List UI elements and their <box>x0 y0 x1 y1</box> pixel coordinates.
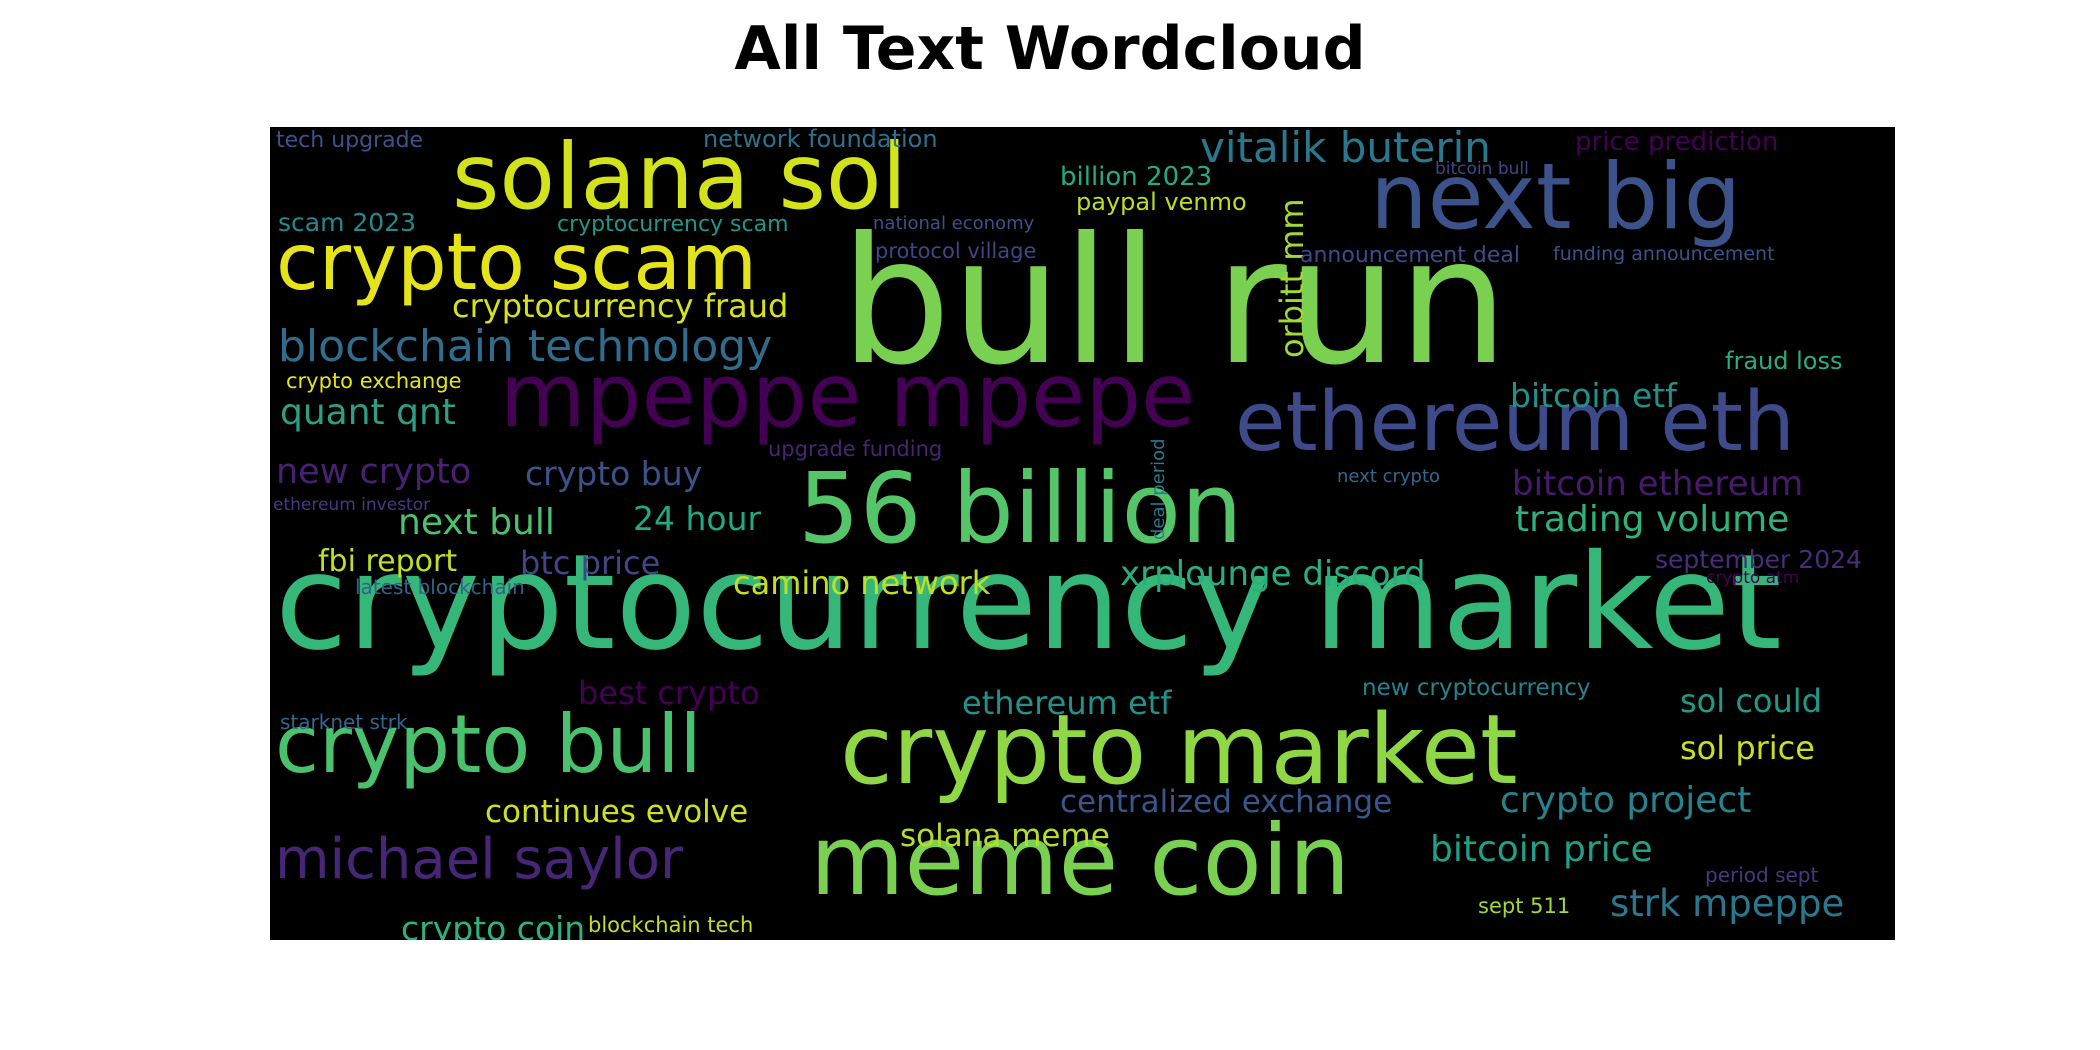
wordcloud-word: protocol village <box>875 239 1037 263</box>
wordcloud-word: solana meme <box>900 818 1110 854</box>
wordcloud-word: new crypto <box>276 452 472 492</box>
wordcloud-word: crypto atm <box>1706 568 1800 588</box>
wordcloud-word: upgrade funding <box>768 437 943 461</box>
wordcloud-word: bitcoin etf <box>1510 376 1677 415</box>
wordcloud-word: 56 billion <box>798 452 1243 565</box>
wordcloud-word: meme coin <box>810 804 1351 917</box>
wordcloud-word: crypto exchange <box>286 369 462 393</box>
wordcloud-word: crypto buy <box>525 454 703 493</box>
wordcloud-word: network foundation <box>703 127 938 153</box>
wordcloud-word: cryptocurrency fraud <box>452 287 789 325</box>
wordcloud-word: starknet strk <box>280 710 408 734</box>
wordcloud-word: next crypto <box>1337 466 1441 487</box>
wordcloud-word: bitcoin price <box>1430 829 1653 870</box>
wordcloud-word: scam 2023 <box>278 208 417 237</box>
wordcloud-word: cryptocurrency market <box>275 526 1782 680</box>
wordcloud-word: sol could <box>1680 682 1822 720</box>
wordcloud-word: crypto coin <box>401 909 586 940</box>
wordcloud-word: xrplounge discord <box>1120 554 1426 594</box>
wordcloud-word: mpeppe mpepe <box>500 344 1196 447</box>
wordcloud-word: solana sol <box>452 127 907 230</box>
wordcloud-word: blockchain tech <box>588 913 754 937</box>
wordcloud-word: crypto scam <box>276 218 758 308</box>
wordcloud-word: btc price <box>520 544 661 582</box>
wordcloud-word: orbitt mm <box>1273 198 1311 358</box>
wordcloud-word: new cryptocurrency <box>1362 675 1591 701</box>
wordcloud-word: trading volume <box>1515 499 1790 540</box>
wordcloud-word: deal period <box>1148 438 1169 540</box>
wordcloud-word: tech upgrade <box>276 128 424 153</box>
wordcloud-word: period sept <box>1705 863 1819 887</box>
wordcloud-word: cryptocurrency scam <box>557 212 789 237</box>
wordcloud-word: latest blockchain <box>355 575 525 599</box>
wordcloud-word: blockchain technology <box>278 321 773 372</box>
wordcloud-word: paypal venmo <box>1076 188 1247 216</box>
wordcloud-word: 24 hour <box>633 499 762 538</box>
wordcloud-word: camino network <box>733 564 991 602</box>
wordcloud-word: sept 511 <box>1478 894 1571 918</box>
wordcloud-word: national economy <box>873 213 1035 234</box>
wordcloud-word: bull run <box>840 201 1509 404</box>
wordcloud-word: michael saylor <box>275 827 683 892</box>
wordcloud-word: bitcoin ethereum <box>1512 464 1804 504</box>
wordcloud-word: ethereum investor <box>273 495 431 515</box>
wordcloud-word: crypto project <box>1500 780 1752 821</box>
wordcloud-word: sol price <box>1680 729 1815 767</box>
wordcloud-word: next bull <box>398 502 555 543</box>
chart-title: All Text Wordcloud <box>734 14 1366 84</box>
wordcloud-word: billion 2023 <box>1060 162 1213 192</box>
wordcloud-word: fraud loss <box>1725 347 1843 375</box>
wordcloud-word: ethereum etf <box>962 684 1172 722</box>
wordcloud-word: continues evolve <box>485 794 749 830</box>
wordcloud-word: bitcoin bull <box>1435 159 1529 179</box>
wordcloud-word: fbi report <box>318 544 458 579</box>
wordcloud-word: crypto bull <box>275 698 702 791</box>
wordcloud-word: announcement deal <box>1300 243 1520 268</box>
wordcloud-word: next big <box>1370 145 1742 250</box>
wordcloud-word: centralized exchange <box>1060 784 1393 820</box>
wordcloud-word: quant qnt <box>280 392 456 433</box>
wordcloud-word: vitalik buterin <box>1200 127 1491 172</box>
wordcloud-word: crypto market <box>840 694 1518 806</box>
wordcloud-word: price prediction <box>1575 127 1779 157</box>
wordcloud-word: strk mpeppe <box>1610 882 1845 925</box>
wordcloud-word: september 2024 <box>1655 545 1862 574</box>
wordcloud-word: ethereum eth <box>1235 375 1795 470</box>
wordcloud-word: funding announcement <box>1553 243 1775 265</box>
wordcloud-word: best crypto <box>578 674 760 712</box>
wordcloud-panel: cryptocurrency market bull run crypto mark… <box>270 127 1895 940</box>
